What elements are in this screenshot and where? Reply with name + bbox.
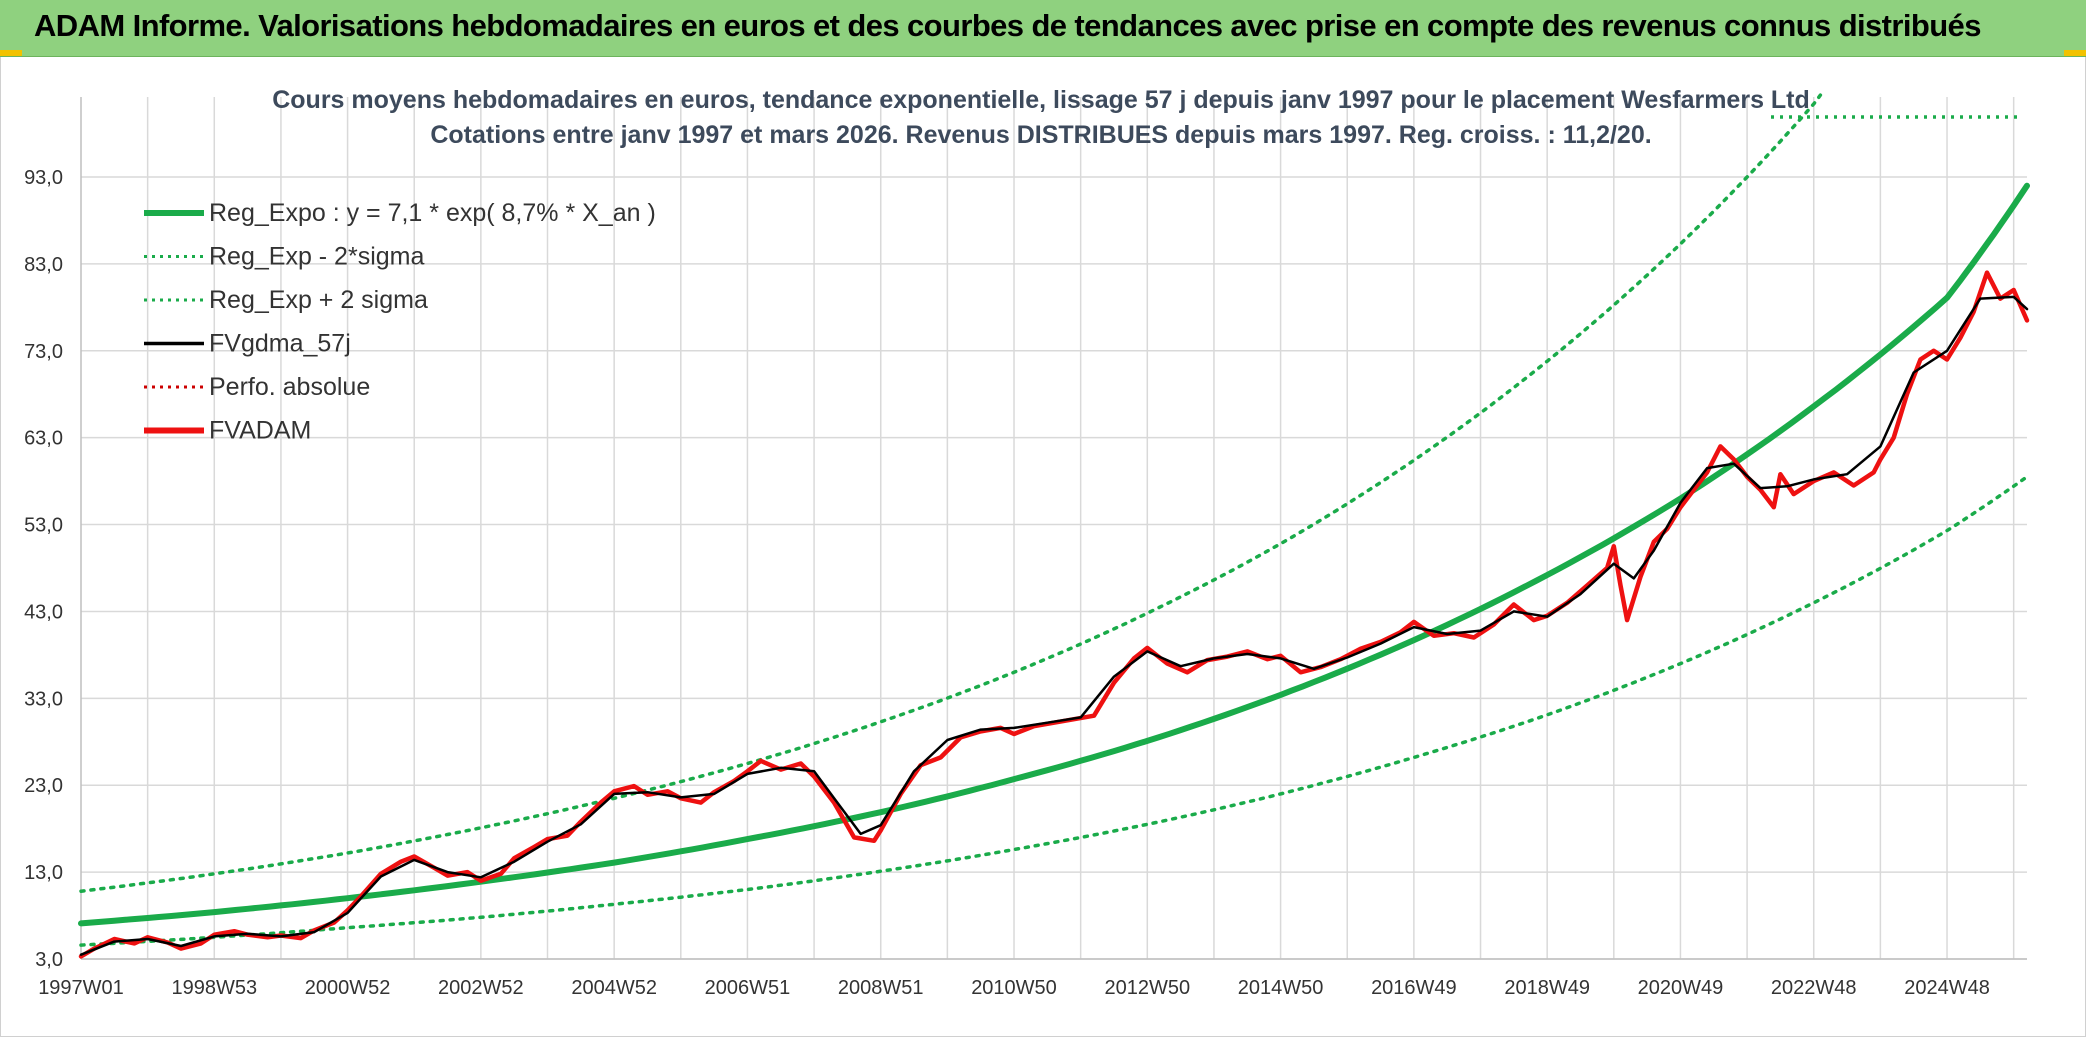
series-line-reg-exp-2-sigma	[79, 475, 2029, 947]
x-tick-label: 1998W53	[171, 977, 257, 999]
y-tick-label: 63,0	[24, 428, 63, 450]
x-tick-label: 2022W48	[1771, 977, 1857, 999]
legend: Reg_Expo : y = 7,1 * exp( 8,7% * X_an ) R…	[144, 199, 656, 445]
x-tick-label: 2024W48	[1904, 977, 1990, 999]
x-tick-label: 2010W50	[971, 977, 1057, 999]
x-tick-label: 2002W52	[438, 977, 524, 999]
y-tick-label: 83,0	[24, 254, 63, 276]
chart-area: Cours moyens hebdomadaires en euros, ten…	[0, 57, 2086, 1037]
y-tick-label: 3,0	[35, 949, 63, 971]
legend-label: Perfo. absolue	[209, 373, 370, 401]
chart-title: Cours moyens hebdomadaires en euros, ten…	[272, 86, 1810, 114]
series-line-reg-exp-2-sigma	[79, 93, 1823, 893]
y-tick-label: 23,0	[24, 775, 63, 797]
x-tick-label: 2000W52	[305, 977, 391, 999]
x-tick-label: 2014W50	[1238, 977, 1324, 999]
series-line-fvadam	[78, 270, 2030, 959]
x-tick-label: 2018W49	[1504, 977, 1590, 999]
corner-marker-right	[2064, 50, 2086, 56]
series-layer	[78, 93, 2030, 959]
chart-svg: Cours moyens hebdomadaires en euros, ten…	[24, 86, 2030, 999]
axis-labels: 3,0 13,0 23,0 33,0 43,0 53,0 63,0 73,0 83,0 93,0 1…	[24, 167, 1990, 999]
x-tick-label: 1997W01	[38, 977, 124, 999]
y-tick-label: 13,0	[24, 862, 63, 884]
series-line-reg-expo	[78, 182, 2030, 927]
page-title: ADAM Informe. Valorisations hebdomadaire…	[34, 8, 1981, 43]
y-tick-label: 73,0	[24, 341, 63, 363]
x-tick-label: 2016W49	[1371, 977, 1457, 999]
legend-label: Reg_Expo : y = 7,1 * exp( 8,7% * X_an )	[209, 199, 656, 227]
header-banner: ADAM Informe. Valorisations hebdomadaire…	[0, 0, 2086, 57]
x-tick-label: 2004W52	[571, 977, 657, 999]
chart-subtitle: Cotations entre janv 1997 et mars 2026. …	[430, 121, 1651, 149]
y-tick-label: 33,0	[24, 688, 63, 710]
series-line-fvgdma-57j	[79, 295, 2029, 956]
x-tick-label: 2006W51	[705, 977, 791, 999]
x-tick-label: 2008W51	[838, 977, 924, 999]
x-tick-label: 2020W49	[1638, 977, 1724, 999]
legend-label: Reg_Exp - 2*sigma	[209, 243, 424, 271]
y-tick-label: 43,0	[24, 601, 63, 623]
legend-label: Reg_Exp + 2 sigma	[209, 286, 428, 314]
corner-marker-left	[0, 50, 22, 56]
grid	[80, 97, 2027, 960]
y-tick-label: 53,0	[24, 515, 63, 537]
legend-label: FVgdma_57j	[209, 330, 351, 358]
y-tick-label: 93,0	[24, 167, 63, 189]
x-tick-label: 2012W50	[1104, 977, 1190, 999]
legend-label: FVADAM	[209, 417, 311, 445]
